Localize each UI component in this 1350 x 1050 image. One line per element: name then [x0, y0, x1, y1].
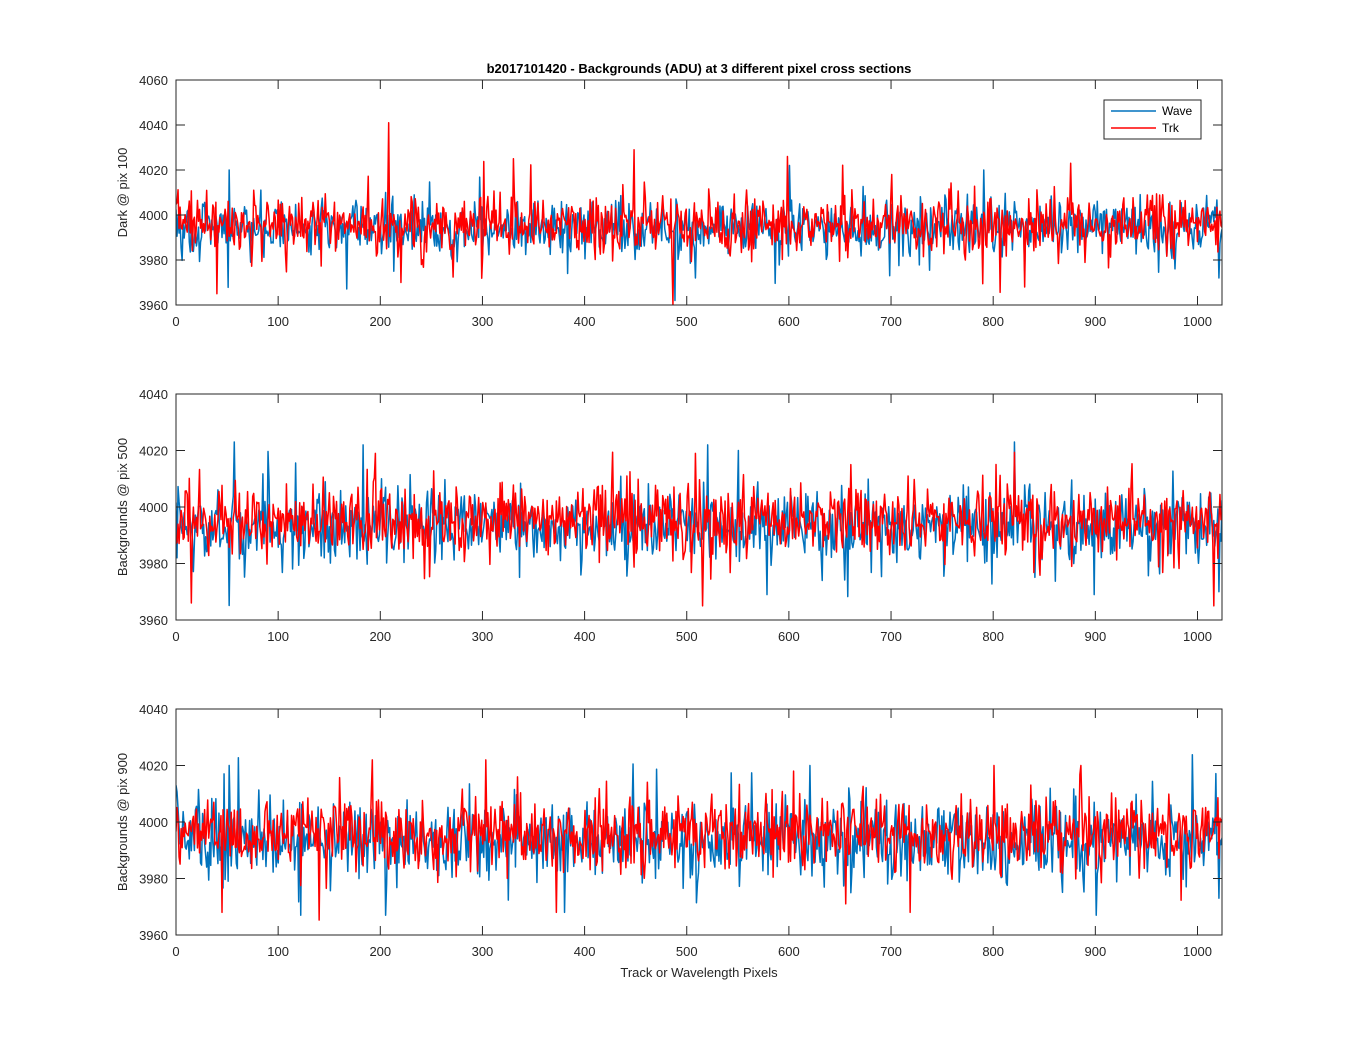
x-tick-label: 500 — [676, 314, 698, 329]
y-tick-label: 3980 — [139, 872, 168, 887]
y-tick-label: 4040 — [139, 702, 168, 717]
y-tick-label: 4020 — [139, 444, 168, 459]
x-tick-label: 800 — [982, 629, 1004, 644]
x-tick-label: 400 — [574, 629, 596, 644]
x-tick-label: 800 — [982, 314, 1004, 329]
series-group — [176, 441, 1222, 607]
y-tick-label: 4000 — [139, 815, 168, 830]
x-tick-label: 500 — [676, 944, 698, 959]
x-tick-label: 400 — [574, 314, 596, 329]
y-tick-label: 4020 — [139, 759, 168, 774]
subplots: 0 100 200 300 400 500 600 700 800 900 100039603980… — [115, 73, 1223, 980]
x-tick-label: 900 — [1084, 944, 1106, 959]
x-tick-label: 600 — [778, 314, 800, 329]
x-tick-label: 200 — [369, 944, 391, 959]
subplot-2: 0 100 200 300 400 500 600 700 800 900 1000 3960 3980… — [115, 387, 1223, 644]
x-axis-label: Track or Wavelength Pixels — [620, 965, 778, 980]
y-axis-label: Dark @ pix 100 — [115, 148, 130, 238]
subplot-1: 0 100 200 300 400 500 600 700 800 900 1000 3960 3980… — [115, 73, 1223, 329]
x-tick-label: 100 — [267, 629, 289, 644]
x-tick-label: 400 — [574, 944, 596, 959]
x-tick-label: 900 — [1084, 314, 1106, 329]
y-tick-label: 3980 — [139, 557, 168, 572]
legend: Wave Trk — [1103, 99, 1202, 140]
y-axis-label: Backgrounds @ pix 500 — [115, 438, 130, 576]
y-tick-label: 4040 — [139, 387, 168, 402]
legend-label-wave: Wave — [1162, 104, 1193, 118]
x-tick-label: 800 — [982, 944, 1004, 959]
x-tick-label: 900 — [1084, 629, 1106, 644]
series-line-trk — [176, 759, 1222, 921]
series-group — [176, 122, 1222, 305]
x-tick-label: 300 — [472, 629, 494, 644]
y-tick-label: 3960 — [139, 613, 168, 628]
legend-box — [1103, 99, 1202, 140]
y-tick-label: 3960 — [139, 928, 168, 943]
subplot-3: 0 100 200 300 400 500 600 700 800 900 1000 3960 3980… — [115, 702, 1223, 980]
y-tick-label: 4000 — [139, 208, 168, 223]
x-tick-label: 300 — [472, 944, 494, 959]
x-tick-label: 1000 — [1183, 629, 1212, 644]
x-tick-label: 700 — [880, 944, 902, 959]
x-tick-label: 700 — [880, 314, 902, 329]
y-tick-label: 4000 — [139, 500, 168, 515]
plot-area — [176, 80, 1222, 305]
series-line-trk — [176, 451, 1222, 607]
x-tick-label: 1000 — [1183, 314, 1212, 329]
y-tick-label: 4020 — [139, 163, 168, 178]
y-tick-label: 4040 — [139, 118, 168, 133]
x-tick-label: 700 — [880, 629, 902, 644]
x-tick-label: 200 — [369, 314, 391, 329]
x-tick-label: 0 — [172, 629, 179, 644]
x-tick-label: 500 — [676, 629, 698, 644]
y-tick-label: 3980 — [139, 253, 168, 268]
x-tick-label: 100 — [267, 314, 289, 329]
x-tick-label: 200 — [369, 629, 391, 644]
series-line-trk — [176, 122, 1222, 305]
legend-label-trk: Trk — [1162, 121, 1180, 135]
x-tick-label: 300 — [472, 314, 494, 329]
x-tick-label: 600 — [778, 944, 800, 959]
x-tick-label: 600 — [778, 629, 800, 644]
y-axis-label: Backgrounds @ pix 900 — [115, 753, 130, 891]
axes-box — [175, 79, 1223, 306]
x-tick-label: 100 — [267, 944, 289, 959]
series-group — [176, 753, 1222, 921]
y-tick-label: 4060 — [139, 73, 168, 88]
y-tick-label: 3960 — [139, 298, 168, 313]
x-tick-label: 1000 — [1183, 944, 1212, 959]
x-tick-label: 0 — [172, 944, 179, 959]
figure-title: b2017101420 - Backgrounds (ADU) at 3 dif… — [487, 61, 912, 76]
x-tick-label: 0 — [172, 314, 179, 329]
